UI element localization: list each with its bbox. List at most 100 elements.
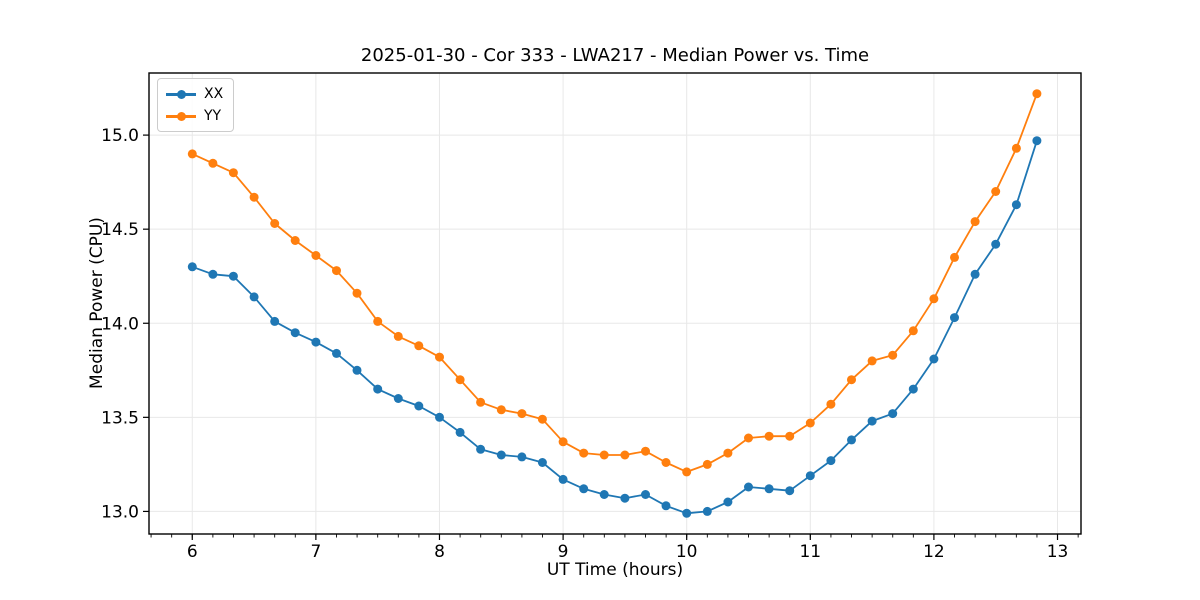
y-axis-label: Median Power (CPU) — [87, 217, 107, 389]
data-point — [496, 450, 506, 460]
data-point — [476, 444, 486, 454]
data-point — [888, 350, 898, 360]
data-point — [228, 271, 238, 281]
legend-swatch-xx — [166, 85, 196, 103]
data-point — [950, 252, 959, 262]
data-point — [702, 506, 712, 516]
y-tick-label: 13.5 — [101, 408, 139, 428]
x-tick-labels: 6 7 8 9 10 11 12 13 — [187, 542, 1068, 562]
data-point — [290, 328, 300, 338]
data-point — [435, 412, 444, 422]
y-tick-labels: 13.0 13.5 14.0 14.5 15.0 — [101, 126, 139, 522]
data-point — [517, 452, 527, 462]
data-point — [270, 316, 280, 326]
data-point — [558, 474, 568, 484]
y-tick-label: 13.0 — [101, 502, 139, 522]
data-point — [744, 482, 753, 492]
data-point — [290, 236, 300, 245]
y-tick-label: 14.5 — [101, 220, 139, 240]
data-point — [991, 187, 1001, 196]
x-tick-label: 13 — [1047, 542, 1069, 562]
data-point — [373, 384, 383, 394]
legend: XX YY — [157, 78, 235, 132]
data-point — [352, 288, 362, 298]
data-point — [435, 352, 444, 362]
series-markers-yy — [187, 89, 1042, 477]
data-point — [929, 294, 939, 304]
data-point — [702, 459, 712, 469]
data-point — [641, 446, 650, 456]
data-point — [764, 431, 774, 441]
x-tick-label: 10 — [676, 542, 698, 562]
legend-item-yy: YY — [166, 107, 223, 125]
data-point — [455, 375, 465, 385]
legend-label-xx: XX — [204, 86, 224, 102]
data-point — [414, 341, 424, 351]
x-tick-label: 8 — [434, 542, 445, 562]
data-point — [970, 217, 980, 227]
legend-item-xx: XX — [166, 85, 223, 103]
data-point — [723, 497, 733, 507]
data-point — [187, 149, 197, 159]
data-point — [537, 414, 547, 424]
data-point — [599, 490, 609, 499]
data-point — [888, 409, 898, 419]
data-point — [1032, 136, 1042, 146]
data-point — [950, 313, 959, 323]
x-tick-label: 7 — [310, 542, 321, 562]
x-tick-label: 11 — [799, 542, 821, 562]
data-point — [228, 168, 238, 178]
data-point — [682, 467, 692, 477]
data-point — [785, 486, 795, 496]
data-point — [393, 394, 403, 403]
data-point — [744, 433, 753, 443]
data-point — [641, 490, 650, 499]
data-point — [1011, 143, 1021, 153]
data-point — [805, 471, 815, 481]
data-point — [187, 262, 197, 272]
data-point — [1032, 89, 1042, 99]
legend-swatch-yy — [166, 107, 196, 125]
data-point — [620, 493, 630, 503]
x-axis-label: UT Time (hours) — [546, 560, 684, 580]
data-point — [1011, 200, 1021, 210]
data-point — [352, 365, 362, 375]
data-point — [455, 427, 465, 437]
chart-title: 2025-01-30 - Cor 333 - LWA217 - Median P… — [360, 45, 870, 66]
data-point — [805, 418, 815, 428]
data-point — [908, 326, 918, 336]
data-point — [970, 269, 980, 279]
data-point — [208, 158, 218, 168]
data-point — [311, 251, 321, 260]
data-point — [785, 431, 795, 441]
y-ticks — [143, 134, 149, 513]
data-point — [311, 337, 321, 347]
data-point — [929, 354, 939, 364]
data-point — [579, 484, 589, 494]
axes-frame — [148, 72, 1082, 535]
data-point — [908, 384, 918, 394]
data-point — [661, 501, 671, 511]
data-point — [991, 239, 1001, 249]
data-point — [249, 292, 259, 302]
x-tick-label: 6 — [187, 542, 198, 562]
circle-marker-icon — [176, 89, 186, 99]
x-tick-label: 9 — [558, 542, 569, 562]
data-point — [620, 450, 630, 460]
data-point — [723, 448, 733, 458]
data-point — [414, 401, 424, 411]
data-point — [476, 397, 486, 407]
data-point — [579, 448, 589, 458]
data-point — [847, 375, 856, 385]
data-point — [208, 269, 218, 279]
data-point — [332, 348, 341, 358]
data-point — [496, 405, 506, 415]
data-point — [393, 331, 403, 341]
grid — [149, 73, 1081, 534]
data-point — [867, 416, 877, 426]
data-point — [249, 192, 259, 202]
data-point — [682, 508, 692, 518]
data-point — [558, 437, 568, 447]
data-point — [764, 484, 774, 494]
